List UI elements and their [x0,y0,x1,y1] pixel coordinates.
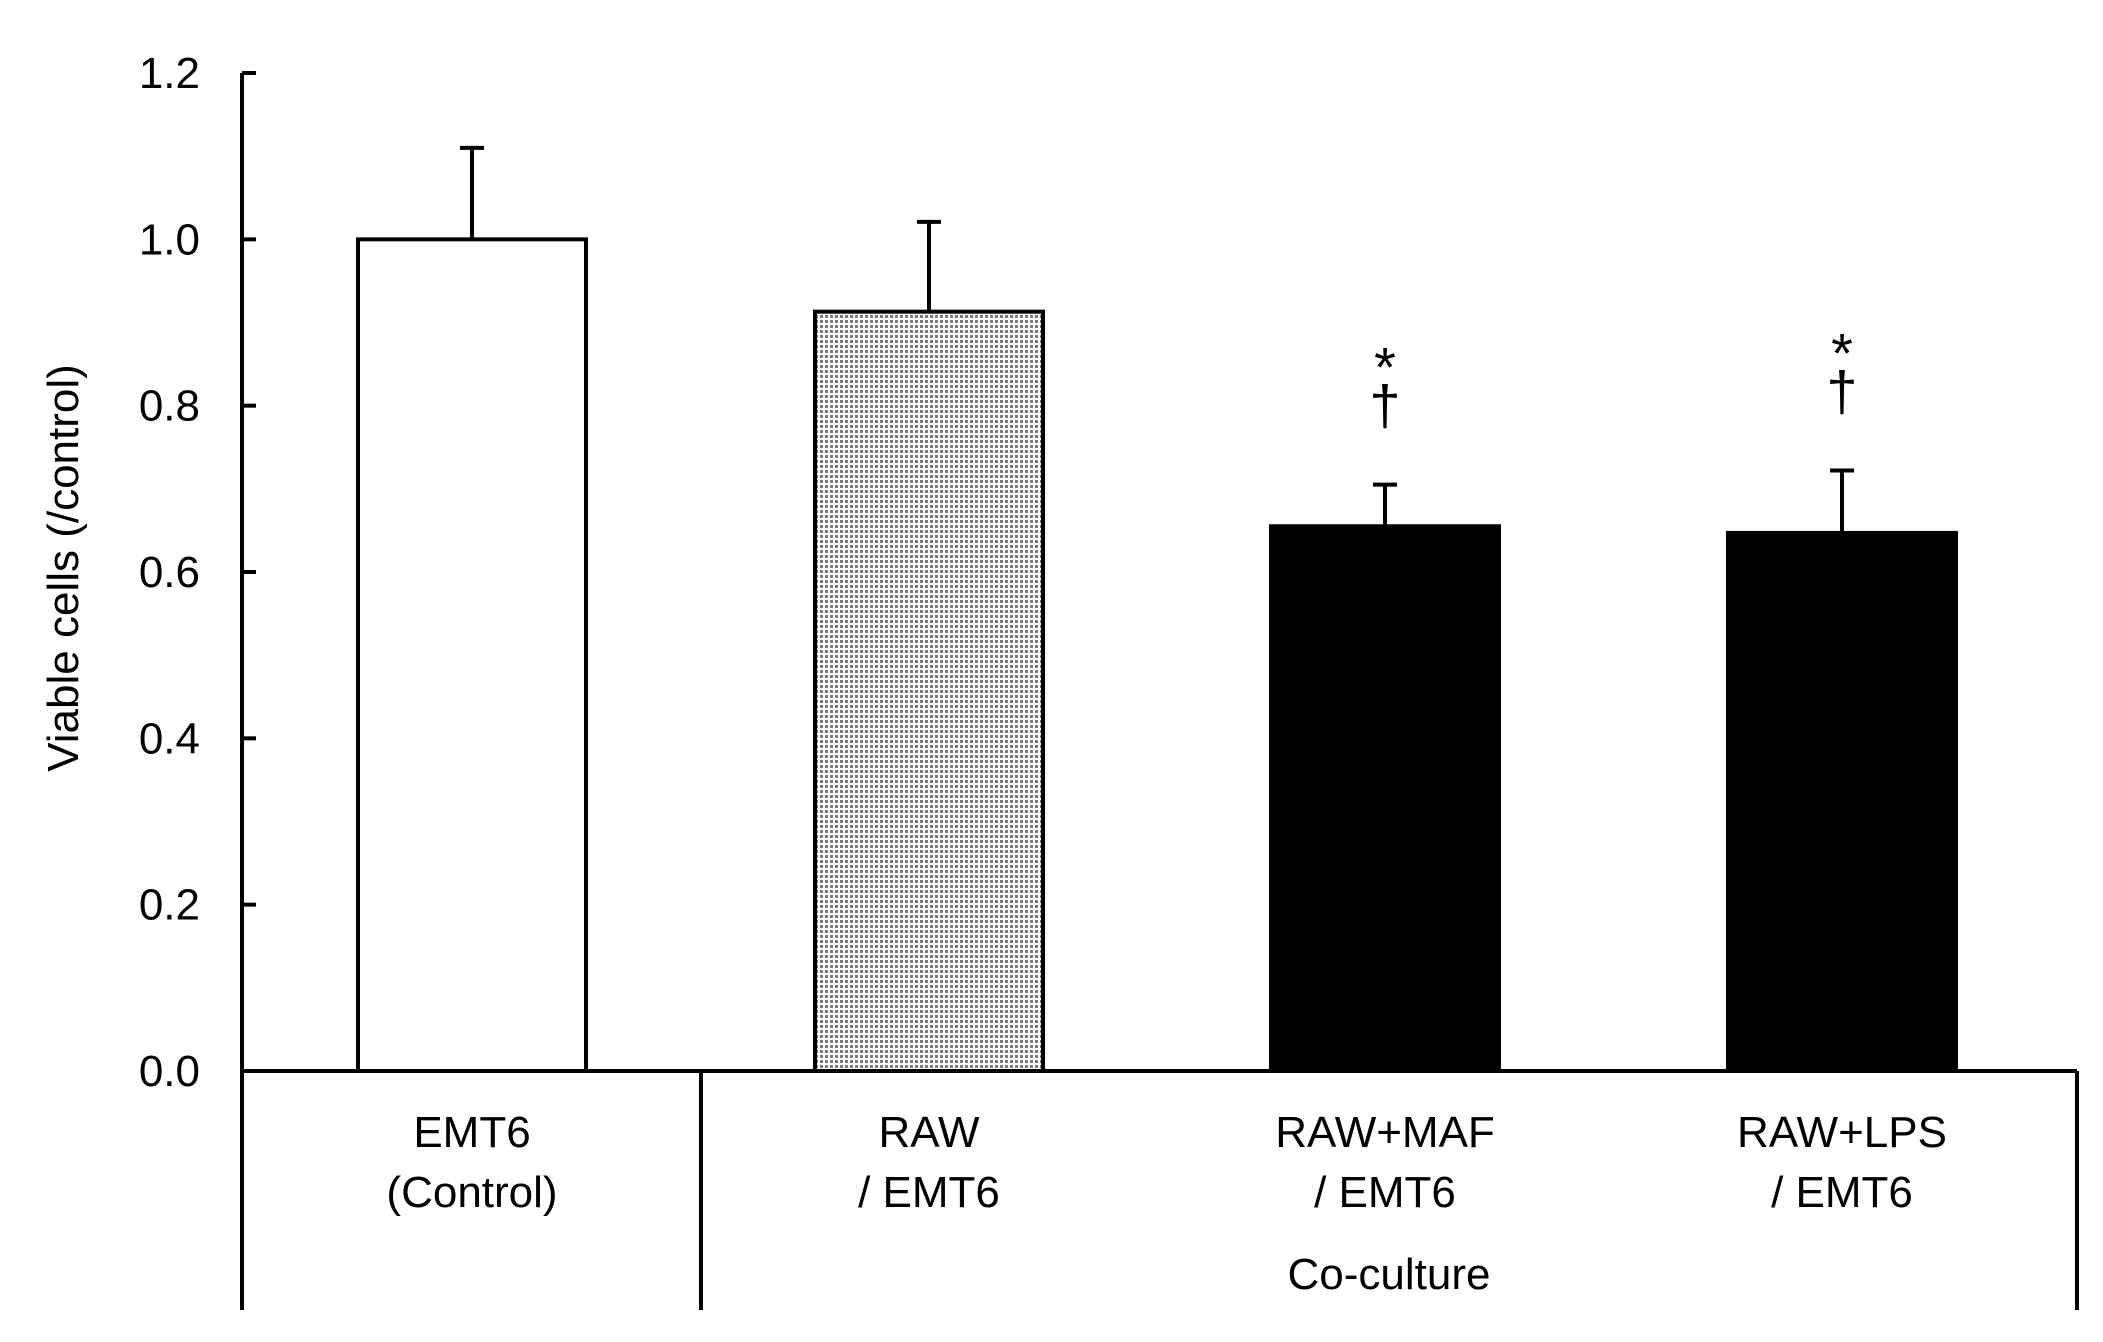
bar [1269,524,1501,1073]
significance-dagger: † [1369,374,1400,437]
bar [356,237,588,1074]
significance-dagger: † [1826,360,1857,423]
y-tick-label: 1.2 [139,49,200,98]
bar [1726,530,1958,1073]
x-tick-label: (Control) [386,1168,557,1217]
plot-area: 0.0 0.2 0.4 0.6 0.8 1.0 1.2 EMT6 (Control) RAW / E… [139,49,2079,1310]
y-axis-title: Viable cells (/control) [39,364,88,772]
x-tick-label: / EMT6 [858,1168,1000,1217]
y-tick-label: 0.8 [139,382,200,431]
x-tick-label: RAW+LPS [1737,1108,1947,1157]
x-tick-label: RAW+MAF [1275,1108,1495,1157]
y-tick-label: 0.6 [139,548,200,597]
group-label: Co-culture [1288,1250,1491,1299]
x-tick-label: RAW [878,1108,979,1157]
y-tick-label: 0.2 [139,881,200,930]
y-tick-label: 0.4 [139,714,200,763]
bar [813,309,1045,1073]
y-tick-label: 1.0 [139,215,200,264]
x-tick-label: / EMT6 [1314,1168,1456,1217]
significance-asterisk: * [1831,322,1853,385]
x-tick-label: EMT6 [413,1108,530,1157]
significance-asterisk: * [1374,336,1396,399]
y-tick-label: 0.0 [139,1047,200,1096]
x-tick-label: / EMT6 [1771,1168,1913,1217]
